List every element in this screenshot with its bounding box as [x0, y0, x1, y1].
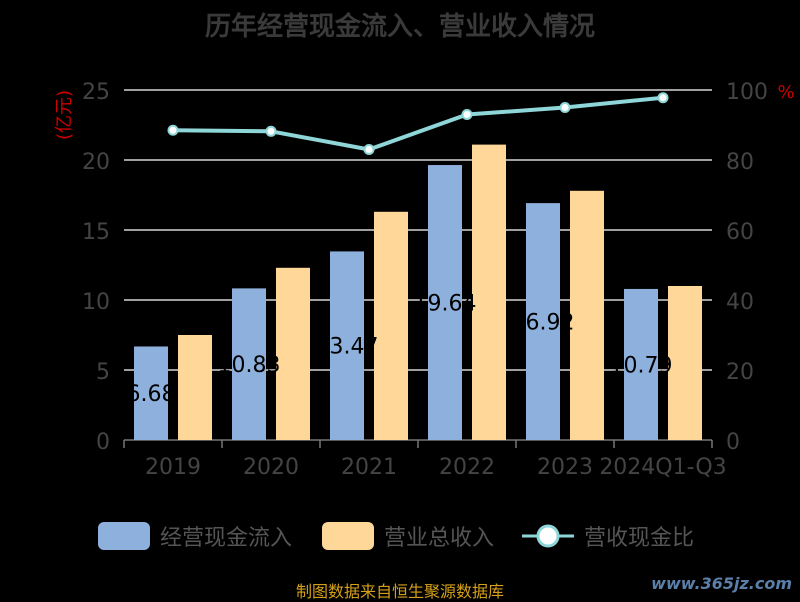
legend-swatch-revenue — [322, 522, 374, 550]
bar-cash-inflow — [232, 288, 266, 440]
legend-item-ratio[interactable]: 营收现金比 — [522, 518, 694, 554]
x-tick-label: 2022 — [439, 455, 495, 480]
y-right-tick-label: 0 — [726, 430, 740, 455]
watermark: www.365jz.com — [651, 574, 792, 593]
bar-cash-inflow — [330, 251, 364, 440]
ratio-point — [265, 125, 277, 137]
chart-title: 历年经营现金流入、营业收入情况 — [204, 12, 595, 42]
bar-data-label: 10.79 — [610, 353, 673, 378]
bar-cash-inflow — [428, 165, 462, 441]
y-left-tick-label: 10 — [82, 290, 110, 315]
ratio-line — [172, 95, 664, 152]
ratio-point — [657, 92, 669, 104]
legend-label-ratio: 营收现金比 — [584, 526, 695, 551]
ratio-point — [461, 109, 473, 120]
legend: 经营现金流入 营业总收入 营收现金比 — [0, 518, 800, 554]
bar-data-label: 13.47 — [316, 335, 379, 360]
y-right-tick-label: 80 — [726, 150, 754, 175]
y-right-axis-label: % — [777, 82, 794, 103]
y-right-tick-label: 60 — [726, 220, 754, 245]
y-left-tick-label: 0 — [96, 430, 110, 455]
source-note: 制图数据来自恒生聚源数据库 — [295, 582, 504, 601]
bar-revenue — [178, 335, 212, 440]
legend-item-revenue[interactable]: 营业总收入 — [322, 518, 494, 554]
bar-data-label: 19.64 — [414, 292, 477, 317]
y-left-axis-label: (亿元) — [54, 90, 75, 140]
x-tick-label: 2019 — [145, 455, 201, 480]
x-tick-label: 2024Q1-Q3 — [599, 455, 726, 480]
bar-data-label: 6.68 — [127, 382, 176, 407]
bar-data-label: 10.83 — [218, 353, 281, 378]
bar-revenue — [668, 286, 702, 440]
legend-item-cash-inflow[interactable]: 经营现金流入 — [98, 518, 292, 554]
bar-revenue — [472, 144, 506, 440]
x-tick-label: 2020 — [243, 455, 299, 480]
bar-revenue — [276, 267, 310, 440]
bar-data-label: 16.92 — [512, 311, 575, 336]
bar-cash-inflow — [624, 288, 658, 440]
bar-cash-inflow — [134, 346, 168, 440]
y-left-tick-label: 25 — [82, 80, 110, 105]
legend-label-cash-inflow: 经营现金流入 — [160, 526, 293, 551]
y-left-tick-label: 5 — [96, 360, 110, 385]
legend-label-revenue: 营业总收入 — [384, 526, 495, 551]
ratio-point — [559, 102, 571, 113]
y-left-tick-label: 15 — [82, 220, 110, 245]
x-tick-label: 2023 — [537, 455, 593, 480]
ratio-point — [167, 124, 179, 136]
bar-revenue — [570, 190, 604, 440]
legend-line-icon — [522, 524, 574, 548]
legend-swatch-cash-inflow — [98, 522, 150, 550]
ratio-point — [363, 144, 375, 155]
y-right-tick-label: 20 — [726, 360, 754, 385]
x-tick-label: 2021 — [341, 455, 397, 480]
y-right-tick-label: 100 — [726, 80, 768, 105]
y-left-tick-label: 20 — [82, 150, 110, 175]
bar-revenue — [374, 211, 408, 440]
bar-cash-inflow — [526, 203, 560, 440]
y-right-tick-label: 40 — [726, 290, 754, 315]
